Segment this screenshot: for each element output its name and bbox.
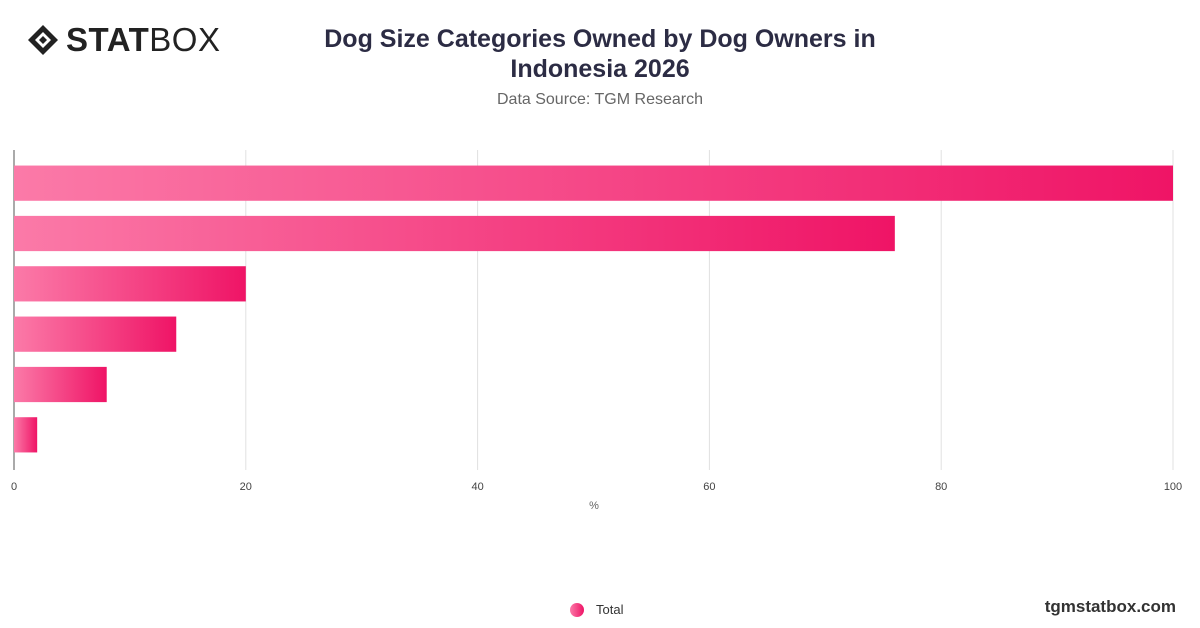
x-tick-label: 60: [703, 481, 715, 493]
chart-title: Dog Size Categories Owned by Dog Owners …: [324, 25, 876, 83]
logo-text-bold: STAT: [66, 21, 150, 58]
bar[interactable]: [14, 316, 177, 352]
x-axis-label: %: [589, 500, 599, 512]
bar[interactable]: [14, 417, 38, 453]
x-axis-ticks: 0 20 40 60 80 100: [11, 481, 1182, 493]
bars: [14, 165, 1173, 453]
x-tick-label: 0: [11, 481, 17, 493]
logo-text-light: BOX: [149, 21, 221, 58]
legend[interactable]: Total: [570, 602, 623, 617]
bar[interactable]: [14, 266, 246, 302]
x-tick-label: 40: [471, 481, 483, 493]
bar[interactable]: [14, 366, 107, 403]
x-tick-label: 20: [240, 481, 252, 493]
statbox-logo: STATBOX: [26, 22, 220, 58]
x-tick-label: 100: [1164, 481, 1182, 493]
bar-chart: 0 20 40 60 80 100 %: [11, 150, 1182, 512]
legend-label: Total: [596, 602, 624, 617]
bar[interactable]: [14, 165, 1173, 201]
x-tick-label: 80: [935, 481, 947, 493]
watermark: tgmstatbox.com: [1044, 597, 1176, 616]
grid-lines: [13, 150, 1174, 470]
legend-marker: [570, 602, 584, 617]
chart-subtitle: Data Source: TGM Research: [496, 91, 703, 108]
bar[interactable]: [14, 215, 895, 252]
logo-wordmark: STATBOX: [66, 22, 220, 58]
statbox-diamond-icon: [28, 25, 58, 55]
